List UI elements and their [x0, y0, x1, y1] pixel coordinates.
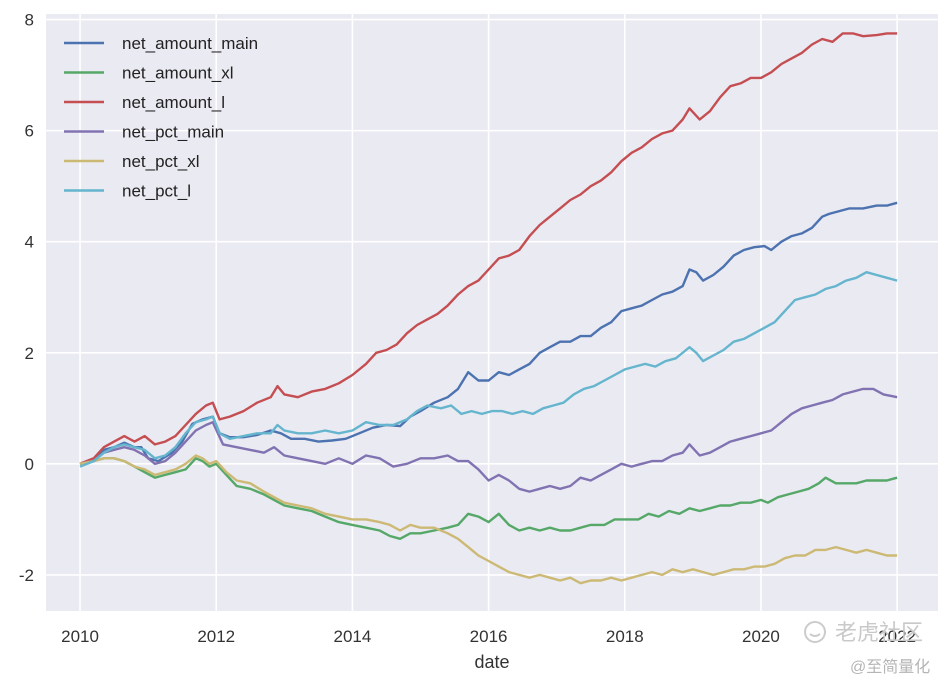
x-tick-label: 2018: [606, 627, 644, 646]
x-tick-label: 2010: [61, 627, 99, 646]
axis-ticks: 2010 2012 2014 2016 2018 2020 2022 -2 0 2 4 6 8: [19, 11, 916, 646]
series-line-net-pct-xl: [79, 454, 898, 585]
legend-label: net_pct_l: [122, 182, 191, 201]
y-tick-label: 4: [25, 233, 34, 252]
legend-entry-net-pct-xl: net_pct_xl: [64, 152, 200, 171]
legend-label: net_amount_xl: [122, 64, 234, 83]
x-tick-label: 2012: [197, 627, 235, 646]
x-axis-label: date: [474, 652, 509, 672]
y-tick-label: -2: [19, 566, 34, 585]
legend-entry-net-pct-l: net_pct_l: [64, 182, 191, 201]
x-tick-label: 2016: [470, 627, 508, 646]
series-line-net-amount-xl: [79, 457, 898, 540]
legend-label: net_amount_main: [122, 34, 258, 53]
legend-label: net_pct_xl: [122, 152, 200, 171]
x-tick-label: 2020: [742, 627, 780, 646]
series-lines: [79, 32, 898, 585]
series-line-net-pct-main: [79, 387, 898, 493]
legend-label: net_pct_main: [122, 123, 224, 142]
y-tick-label: 2: [25, 344, 34, 363]
legend: net_amount_main net_amount_xl net_amount_l…: [64, 34, 258, 201]
legend-entry-net-amount-main: net_amount_main: [64, 34, 258, 53]
legend-entry-net-pct-main: net_pct_main: [64, 123, 224, 142]
legend-entry-net-amount-l: net_amount_l: [64, 93, 225, 112]
watermark-sub: @至简量化: [850, 658, 930, 676]
speech-bubble-icon: [804, 621, 826, 643]
series-line-net-amount-l: [79, 32, 898, 465]
x-tick-label: 2022: [878, 627, 916, 646]
legend-entry-net-amount-xl: net_amount_xl: [64, 64, 234, 83]
series-line-net-pct-l: [79, 271, 898, 468]
gridlines: [46, 14, 938, 611]
watermark: 老虎社区 @至简量化: [804, 620, 930, 676]
y-tick-label: 8: [25, 11, 34, 30]
x-tick-label: 2014: [333, 627, 371, 646]
watermark-main: 老虎社区: [835, 620, 923, 645]
plot-area: [46, 14, 938, 611]
y-tick-label: 6: [25, 122, 34, 141]
y-tick-label: 0: [25, 455, 34, 474]
legend-label: net_amount_l: [122, 93, 225, 112]
